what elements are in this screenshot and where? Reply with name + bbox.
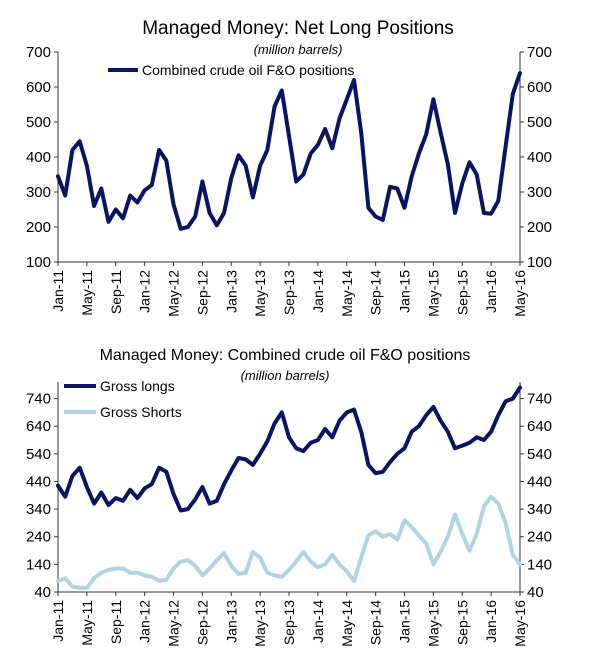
series-line-combined-crude-oil-f-o-positions	[56, 71, 522, 231]
chart-legend: Gross longs Gross Shorts	[64, 378, 182, 420]
chart-net-long: Managed Money: Net Long Positions (milli…	[26, 18, 552, 317]
y-tick-label-left: 300	[26, 184, 51, 201]
y-tick-label-right: 600	[527, 79, 552, 96]
chart-subtitle: (million barrels)	[254, 42, 343, 57]
y-tick-label-left: 740	[26, 391, 51, 408]
x-tick-label: Jan-14	[310, 270, 326, 313]
y-tick-label-right: 700	[527, 44, 552, 61]
x-tick-label: Jan-12	[137, 270, 153, 313]
x-tick-label: May-14	[339, 270, 355, 317]
y-tick-label-left: 700	[26, 44, 51, 61]
x-tick-label: Jan-16	[483, 600, 499, 643]
legend-label: Combined crude oil F&O positions	[142, 62, 354, 78]
y-tick-label-right: 740	[527, 391, 552, 408]
chart-axes: 100 100 200 200 300 300 400 400 500 500 600 600 700 7…	[26, 44, 552, 317]
x-tick-label: Sep-11	[108, 600, 124, 644]
y-tick-label-left: 440	[26, 473, 51, 490]
y-tick-label-left: 500	[26, 114, 51, 131]
y-tick-label-left: 240	[26, 529, 51, 546]
x-tick-label: May-15	[425, 270, 441, 317]
y-tick-label-left: 540	[26, 446, 51, 463]
x-tick-label: Sep-13	[281, 600, 297, 645]
x-tick-label: May-14	[339, 600, 355, 647]
y-tick-label-right: 140	[527, 556, 552, 573]
x-tick-label: Sep-15	[454, 270, 470, 315]
series-line-gross-longs	[56, 385, 522, 513]
y-tick-label-right: 400	[527, 149, 552, 166]
legend-label: Gross longs	[100, 378, 175, 394]
y-tick-label-left: 140	[26, 556, 51, 573]
chart-title: Managed Money: Net Long Positions	[142, 18, 454, 39]
x-tick-label: May-13	[252, 270, 268, 317]
y-tick-label-left: 640	[26, 418, 51, 435]
x-tick-label: Jan-15	[397, 600, 413, 643]
x-tick-label: May-13	[252, 600, 268, 647]
chart-axes: 40 40 140 140 240 240 340 340 440 440 540 540 640 640…	[26, 382, 552, 647]
x-tick-label: Jan-13	[223, 600, 239, 643]
chart-lines	[56, 385, 522, 590]
y-tick-label-right: 240	[527, 529, 552, 546]
y-tick-label-left: 600	[26, 79, 51, 96]
y-tick-label-left: 200	[26, 219, 51, 236]
y-tick-label-right: 40	[527, 584, 544, 601]
x-tick-label: Sep-15	[454, 600, 470, 645]
y-tick-label-left: 400	[26, 149, 51, 166]
x-tick-label: Jan-15	[397, 270, 413, 313]
chart-subtitle: (million barrels)	[241, 368, 330, 383]
y-tick-label-right: 540	[527, 446, 552, 463]
chart-title: Managed Money: Combined crude oil F&O po…	[100, 347, 471, 364]
x-tick-label: Jan-11	[50, 600, 66, 642]
y-tick-label-right: 300	[527, 184, 552, 201]
x-tick-label: May-16	[512, 600, 528, 647]
y-tick-label-right: 640	[527, 418, 552, 435]
x-tick-label: May-11	[79, 600, 95, 646]
x-tick-label: Jan-12	[137, 600, 153, 643]
y-tick-label-right: 440	[527, 473, 552, 490]
y-tick-label-left: 40	[34, 584, 51, 601]
y-tick-label-right: 200	[527, 219, 552, 236]
legend-label: Gross Shorts	[100, 404, 182, 420]
x-tick-label: Jan-16	[483, 270, 499, 313]
x-tick-label: Sep-11	[108, 270, 124, 314]
chart-lines	[56, 71, 522, 231]
y-tick-label-left: 100	[26, 254, 51, 271]
chart-combined-positions: Managed Money: Combined crude oil F&O po…	[26, 347, 552, 647]
series-line-gross-shorts	[56, 494, 522, 590]
x-tick-label: May-16	[512, 270, 528, 317]
x-tick-label: May-15	[425, 600, 441, 647]
x-tick-label: May-12	[166, 600, 182, 647]
x-tick-label: Jan-13	[223, 270, 239, 313]
x-tick-label: May-12	[166, 270, 182, 317]
x-tick-label: Sep-13	[281, 270, 297, 315]
y-tick-label-left: 340	[26, 501, 51, 518]
y-tick-label-right: 340	[527, 501, 552, 518]
y-tick-label-right: 500	[527, 114, 552, 131]
x-tick-label: May-11	[79, 270, 95, 316]
x-tick-label: Jan-11	[50, 270, 66, 312]
chart-legend: Combined crude oil F&O positions	[108, 62, 354, 78]
x-tick-label: Sep-14	[368, 270, 384, 315]
x-tick-label: Sep-12	[194, 270, 210, 315]
y-tick-label-right: 100	[527, 254, 552, 271]
x-tick-label: Jan-14	[310, 600, 326, 643]
x-tick-label: Sep-14	[368, 600, 384, 645]
x-tick-label: Sep-12	[194, 600, 210, 645]
